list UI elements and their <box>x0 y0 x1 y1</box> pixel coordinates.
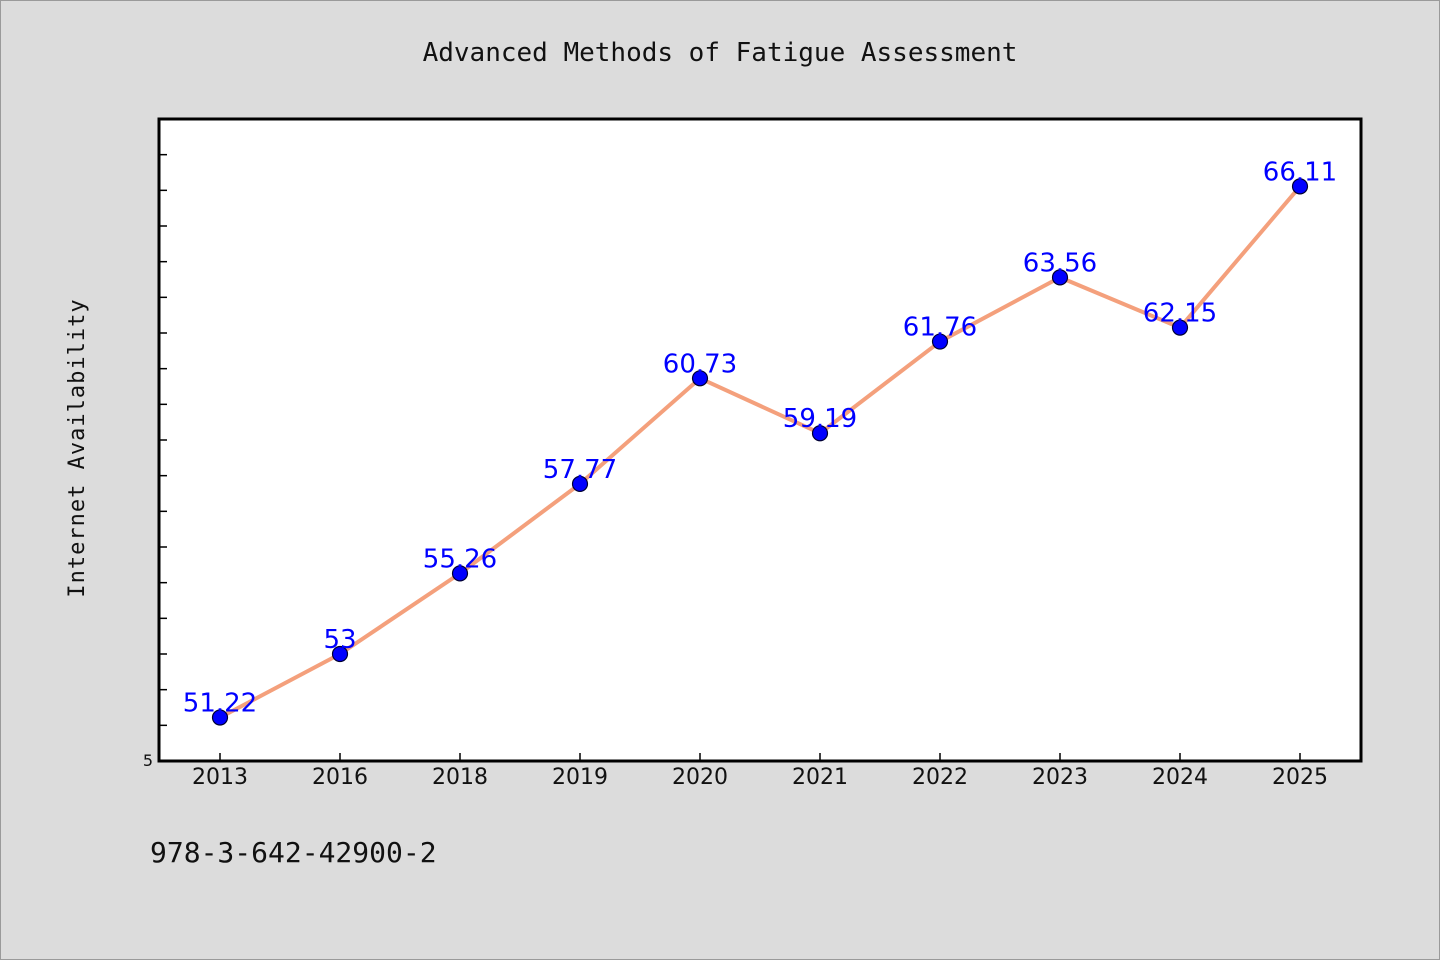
x-axis-ticks: 2013 2016 2018 2019 2020 2021 2022 2023 2024 2025 <box>192 753 1328 790</box>
x-tick-label: 2018 <box>432 765 488 790</box>
data-label: 57.77 <box>543 455 617 485</box>
data-point <box>931 333 949 350</box>
data-point <box>811 425 829 442</box>
data-point <box>331 645 349 663</box>
y-axis-label: Internet Availability <box>65 298 90 597</box>
plot-area <box>157 117 1363 763</box>
series-line-group <box>218 184 1302 720</box>
x-tick-label: 2019 <box>552 765 608 790</box>
data-label: 60.73 <box>663 349 737 379</box>
data-point <box>451 565 469 582</box>
data-label: 62.15 <box>1143 299 1217 329</box>
data-point <box>691 370 709 387</box>
data-markers <box>211 178 1309 726</box>
x-tick-label: 2024 <box>1152 765 1208 790</box>
isbn-text: 978-3-642-42900-2 <box>150 836 437 869</box>
x-tick-label: 2016 <box>312 765 368 790</box>
data-label: 59.19 <box>783 404 857 434</box>
data-point <box>571 475 589 492</box>
x-tick-label: 2022 <box>912 765 968 790</box>
data-point <box>1051 269 1069 286</box>
chart-title: Advanced Methods of Fatigue Assessment <box>423 38 1018 68</box>
data-label: 61.76 <box>903 313 977 343</box>
y-axis-ticks <box>158 153 167 727</box>
data-labels: 51.22 53 55.26 57.77 60.73 59.19 61.76 63.56 62.… <box>183 157 1337 718</box>
data-label: 66.11 <box>1263 157 1337 187</box>
data-point <box>211 709 229 726</box>
data-label: 55.26 <box>423 544 497 574</box>
x-tick-label: 2013 <box>192 765 248 790</box>
data-label: 53 <box>323 625 356 655</box>
x-tick-label: 2025 <box>1272 765 1328 790</box>
x-tick-label: 2020 <box>672 765 728 790</box>
data-label: 63.56 <box>1023 248 1097 278</box>
data-label: 51.22 <box>183 688 257 718</box>
x-tick-label: 2023 <box>1032 765 1088 790</box>
data-point <box>1171 319 1189 336</box>
data-point <box>1291 178 1309 195</box>
series-line <box>218 184 1302 720</box>
x-tick-label: 2021 <box>792 765 848 790</box>
y-tick-label: 5 <box>143 751 153 770</box>
